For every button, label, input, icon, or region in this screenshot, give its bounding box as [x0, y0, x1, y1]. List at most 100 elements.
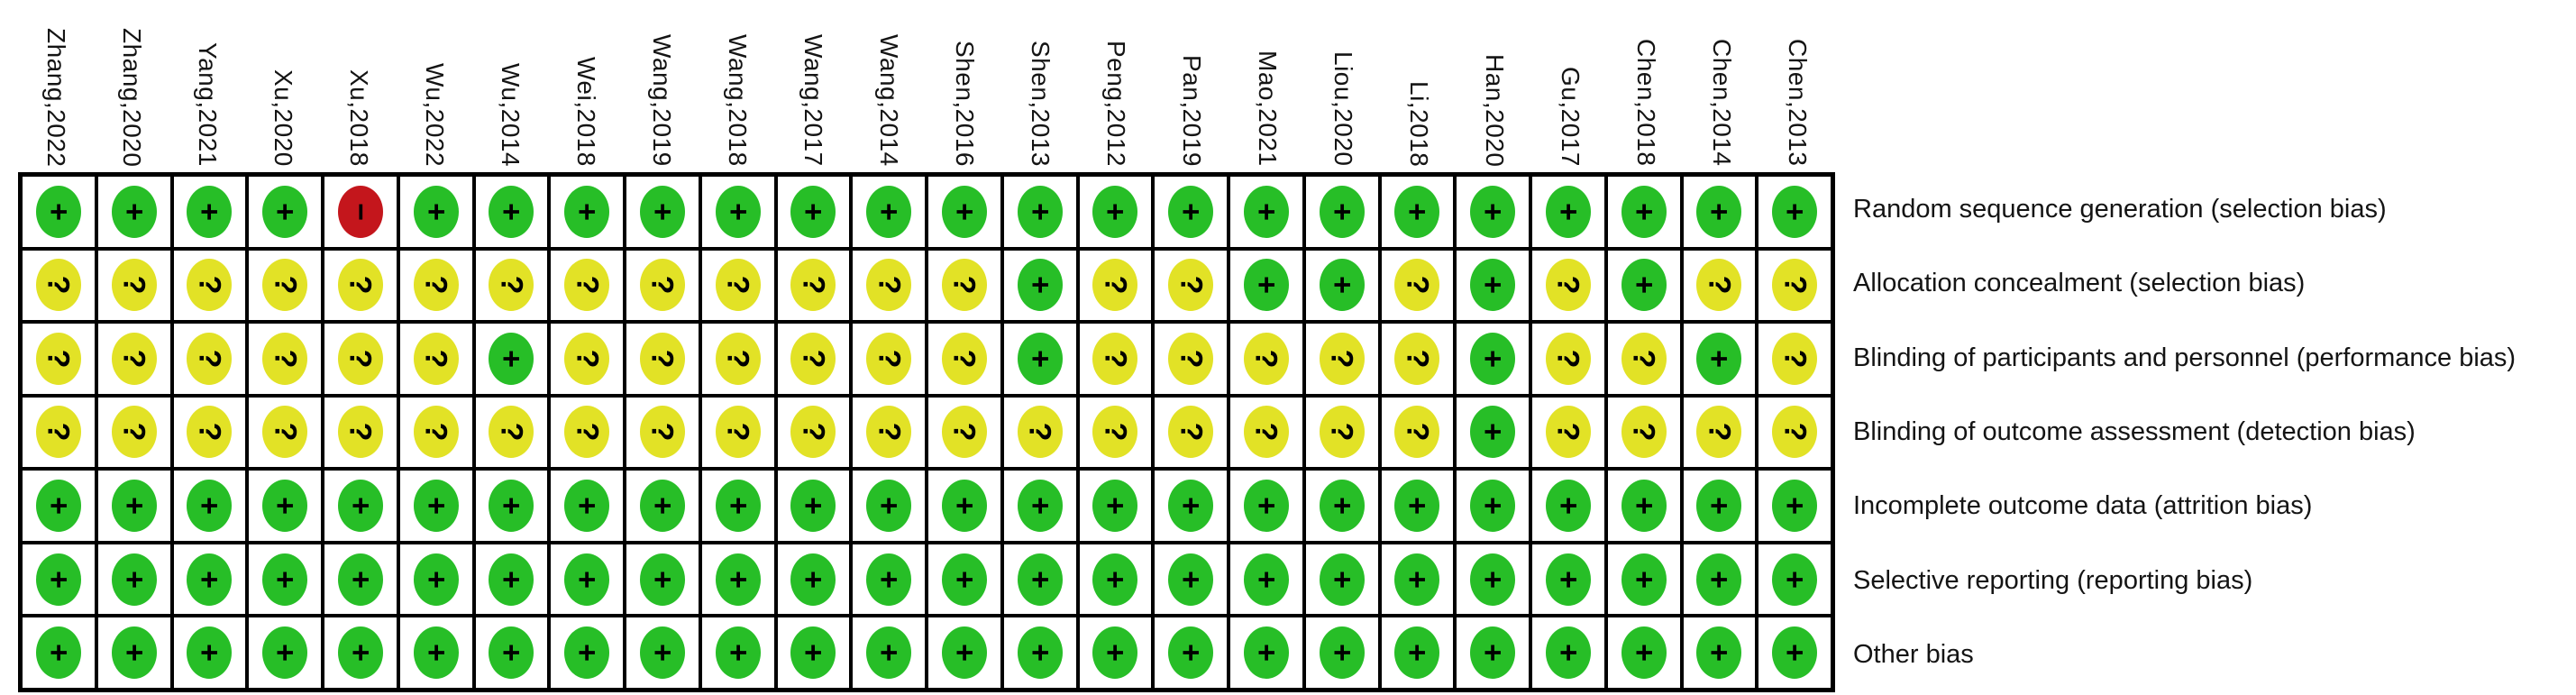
study-label: Peng,2012 — [1102, 41, 1130, 167]
unclear-risk-icon: ? — [187, 259, 233, 312]
unclear-risk-icon: ? — [489, 259, 534, 312]
low-risk-icon: + — [715, 480, 761, 533]
judgment-symbol: + — [418, 570, 453, 589]
low-risk-icon: + — [187, 626, 233, 680]
rob-cell: ? — [21, 248, 96, 323]
rob-cell: + — [1153, 616, 1229, 690]
low-risk-icon: + — [1319, 553, 1365, 606]
low-risk-icon: + — [1319, 259, 1365, 312]
low-risk-icon: + — [1394, 480, 1440, 533]
study-header-row: Zhang,2022 Zhang,2020 Yang,2021 Xu,2020 Xu,2… — [18, 0, 1835, 172]
low-risk-icon: + — [1017, 626, 1063, 680]
rob-cell: + — [1077, 175, 1154, 249]
low-risk-icon: + — [1470, 185, 1516, 238]
judgment-symbol: ? — [418, 423, 453, 442]
judgment-symbol: + — [1022, 644, 1057, 663]
rob-cell: ? — [1605, 322, 1682, 396]
rob-cell: + — [625, 616, 700, 690]
judgment-symbol: + — [872, 497, 907, 515]
rob-cell: + — [625, 542, 700, 617]
low-risk-icon: + — [413, 553, 459, 606]
judgment-symbol: ? — [1174, 275, 1209, 295]
judgment-symbol: + — [494, 349, 529, 368]
judgment-symbol: ? — [1174, 349, 1209, 369]
low-risk-icon: + — [262, 626, 308, 680]
judgment-symbol: ? — [1022, 423, 1057, 442]
low-risk-icon: + — [1696, 480, 1742, 533]
judgment-symbol: ? — [570, 349, 605, 369]
unclear-risk-icon: ? — [1243, 332, 1289, 385]
judgment-symbol: + — [418, 644, 453, 663]
rob-cell: + — [397, 616, 474, 690]
study-label: Wang,2014 — [875, 34, 903, 167]
rob-cell: ? — [625, 322, 700, 396]
low-risk-icon: + — [866, 185, 912, 238]
rob-cell: ? — [1530, 322, 1606, 396]
judgment-symbol: ? — [268, 423, 303, 442]
study-label: Wu,2014 — [497, 62, 525, 167]
study-label: Shen,2016 — [951, 41, 979, 167]
low-risk-icon: + — [187, 553, 233, 606]
judgment-symbol: + — [494, 202, 529, 221]
low-risk-icon: + — [1017, 185, 1063, 238]
low-risk-icon: + — [1319, 185, 1365, 238]
low-risk-icon: + — [1017, 259, 1063, 312]
rob-cell: + — [1681, 542, 1758, 617]
low-risk-icon: + — [1696, 332, 1742, 385]
judgment-symbol: + — [1248, 202, 1283, 221]
rob-cell: + — [397, 542, 474, 617]
rob-cell: + — [323, 469, 398, 543]
rob-cell: + — [1229, 469, 1304, 543]
judgment-symbol: ? — [1098, 423, 1133, 442]
rob-cell: + — [1530, 175, 1606, 249]
judgment-symbol: + — [570, 644, 605, 663]
rob-cell: ? — [96, 322, 172, 396]
rob-cell: ? — [171, 395, 248, 470]
rob-cell: ? — [1530, 395, 1606, 470]
rob-cell: + — [171, 616, 248, 690]
low-risk-icon: + — [489, 626, 534, 680]
judgment-symbol: + — [1400, 202, 1435, 221]
judgment-symbol: + — [1475, 349, 1511, 368]
rob-cell: ? — [171, 322, 248, 396]
judgment-symbol: + — [268, 497, 303, 515]
judgment-symbol: ? — [494, 423, 529, 442]
study-label: Chen,2013 — [1784, 39, 1812, 167]
judgment-symbol: ? — [343, 349, 378, 369]
rob-cell: ? — [96, 248, 172, 323]
low-risk-icon: + — [639, 626, 685, 680]
low-risk-icon: + — [1621, 480, 1667, 533]
low-risk-icon: + — [1243, 259, 1289, 312]
unclear-risk-icon: ? — [1394, 259, 1440, 312]
judgment-symbol: ? — [796, 349, 831, 369]
rob-cell: + — [473, 322, 550, 396]
judgment-symbol: + — [418, 202, 453, 221]
low-risk-icon: + — [413, 185, 459, 238]
judgment-symbol: + — [946, 570, 982, 589]
judgment-symbol: ? — [1174, 423, 1209, 442]
judgment-symbol: ? — [1702, 423, 1737, 442]
unclear-risk-icon: ? — [564, 332, 610, 385]
unclear-risk-icon: ? — [111, 332, 157, 385]
rob-cell: + — [1077, 542, 1154, 617]
rob-cell: + — [927, 175, 1002, 249]
low-risk-icon: + — [1168, 626, 1214, 680]
low-risk-icon: + — [1696, 553, 1742, 606]
judgment-symbol: + — [1324, 497, 1359, 515]
rob-cell: + — [699, 616, 776, 690]
low-risk-icon: + — [1470, 406, 1516, 459]
rob-cell: ? — [1530, 248, 1606, 323]
judgment-symbol: ? — [1702, 275, 1737, 295]
judgment-symbol: + — [343, 497, 378, 515]
judgment-symbol: + — [1022, 276, 1057, 295]
judgment-symbol: + — [1324, 276, 1359, 295]
unclear-risk-icon: ? — [1772, 332, 1818, 385]
unclear-risk-icon: ? — [1394, 406, 1440, 459]
unclear-risk-icon: ? — [1092, 259, 1138, 312]
rob-cell: ? — [1757, 322, 1832, 396]
low-risk-icon: + — [1696, 185, 1742, 238]
rob-cell: + — [851, 469, 927, 543]
unclear-risk-icon: ? — [1168, 259, 1214, 312]
rob-cell: + — [1605, 175, 1682, 249]
rob-cell: + — [171, 175, 248, 249]
